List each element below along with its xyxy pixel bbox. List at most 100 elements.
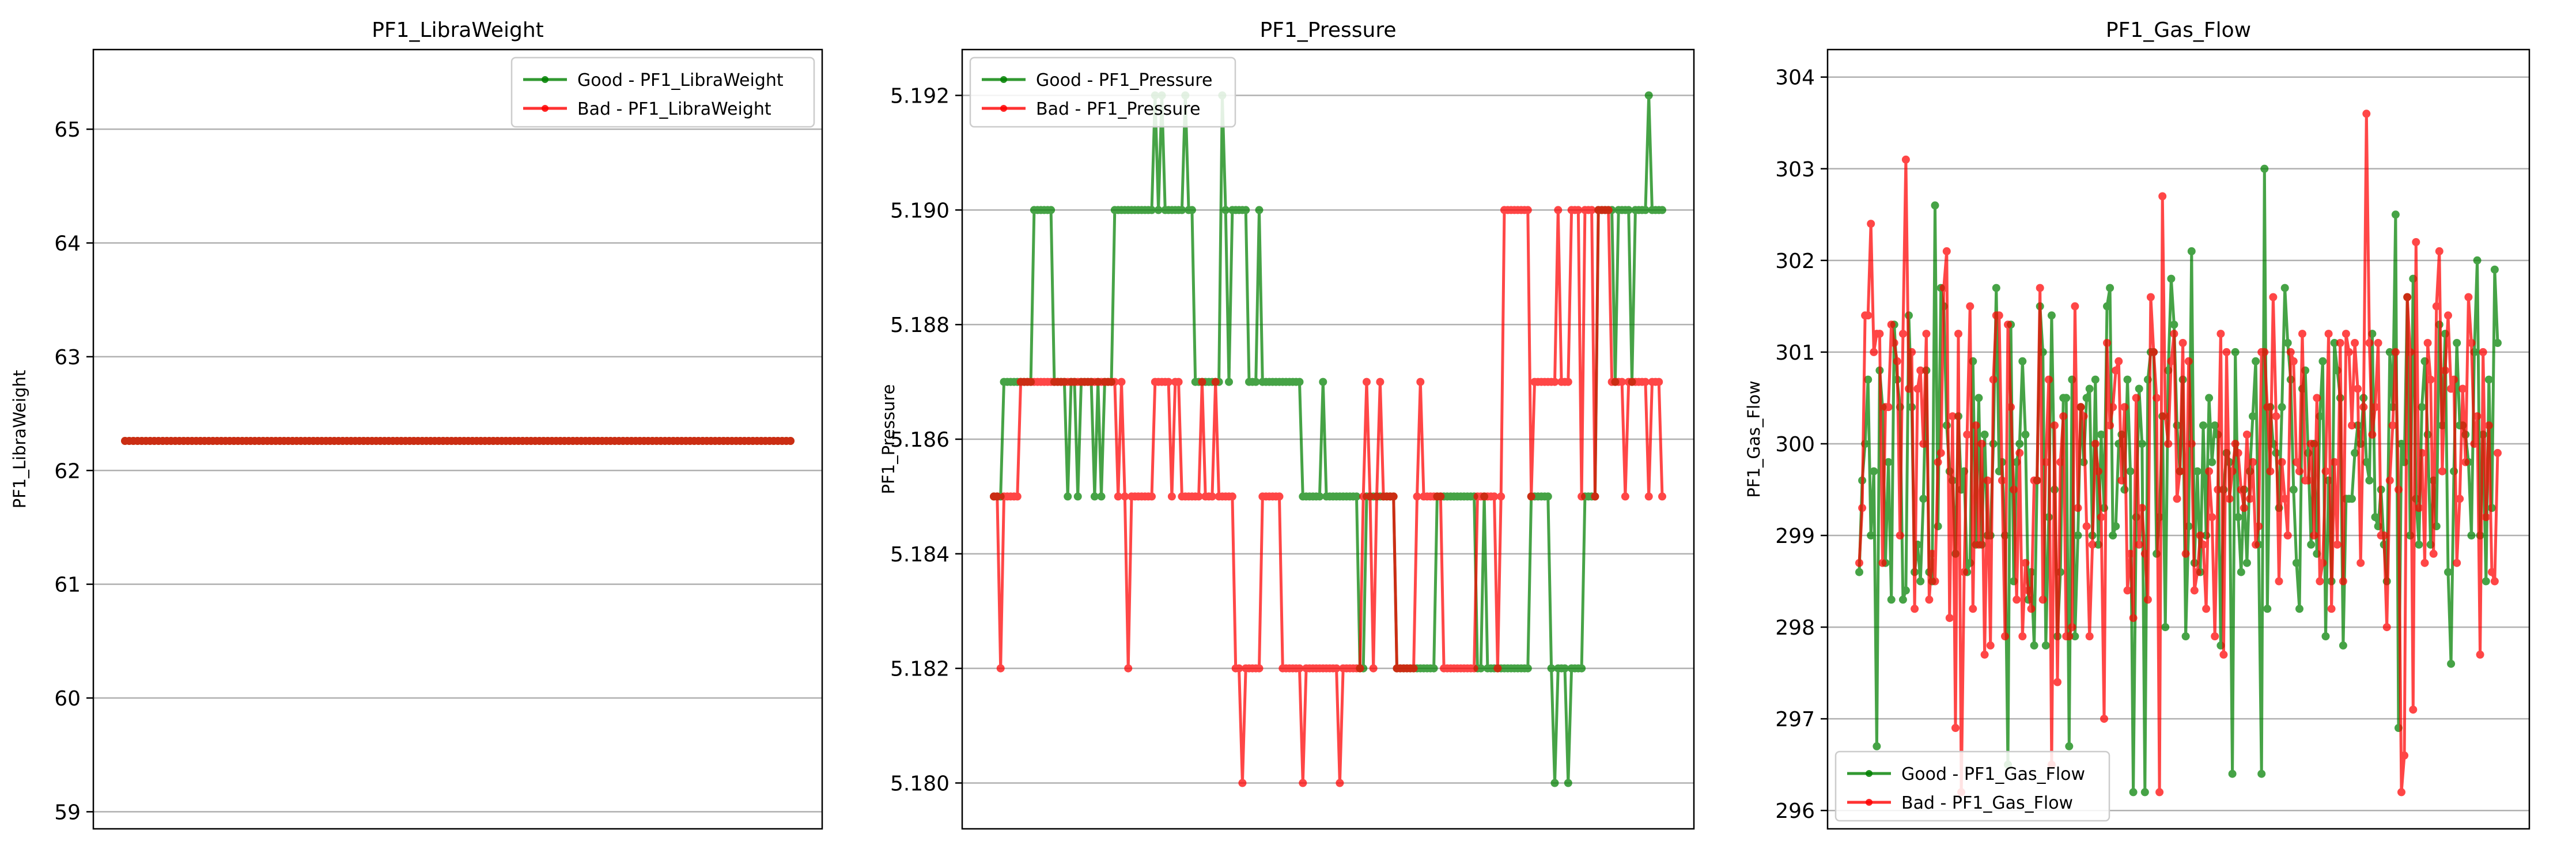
- data-point: [1989, 375, 1998, 384]
- legend-marker: [1866, 770, 1873, 777]
- data-point: [2412, 238, 2420, 246]
- y-tick-label: 302: [1775, 250, 1815, 273]
- data-point: [2135, 540, 2143, 549]
- data-point: [1110, 378, 1119, 386]
- data-point: [1618, 378, 1626, 386]
- y-tick-label: 60: [54, 687, 81, 711]
- data-point: [1221, 206, 1230, 214]
- data-point: [2368, 431, 2377, 439]
- legend-marker: [542, 105, 549, 112]
- series-bad: [1855, 110, 2502, 797]
- data-point: [2033, 476, 2041, 485]
- data-point: [1867, 531, 1875, 539]
- legend-box: [510, 56, 815, 128]
- data-point: [2327, 605, 2336, 613]
- data-point: [1299, 779, 1307, 787]
- data-point: [2138, 504, 2146, 512]
- data-point: [2461, 458, 2470, 466]
- data-point: [2193, 568, 2201, 576]
- data-point: [1564, 378, 1572, 386]
- legend-label: Good - PF1_Gas_Flow: [1901, 764, 2085, 784]
- chart-libra-weight: PF1_LibraWeight PF1_LibraWeight 59 60 61 62…: [10, 18, 823, 830]
- legend-label: Bad - PF1_LibraWeight: [577, 99, 771, 119]
- data-point: [1974, 540, 1983, 549]
- data-point: [2450, 375, 2458, 384]
- legend-label: Good - PF1_LibraWeight: [577, 70, 784, 90]
- data-point: [1064, 492, 1072, 501]
- data-point: [2193, 467, 2201, 476]
- data-point: [1550, 378, 1559, 386]
- data-point: [1604, 206, 1613, 214]
- data-point: [2371, 403, 2380, 412]
- data-point: [2438, 467, 2446, 476]
- data-point: [1523, 206, 1532, 214]
- data-point: [2391, 348, 2400, 356]
- data-point: [1934, 458, 1942, 466]
- data-point: [1983, 476, 1992, 485]
- data-point: [2333, 540, 2342, 549]
- chart-gas-flow: PF1_Gas_Flow PF1_Gas_Flow 296 297 298 299 30…: [1744, 18, 2530, 830]
- data-point: [1922, 330, 1931, 338]
- data-point: [2056, 458, 2065, 466]
- data-point: [2423, 339, 2432, 347]
- data-point: [2240, 504, 2248, 512]
- data-point: [1332, 664, 1341, 673]
- data-point: [1255, 206, 1264, 214]
- data-point: [2456, 495, 2464, 503]
- data-point: [2362, 110, 2371, 118]
- data-point: [2339, 577, 2347, 586]
- data-point: [2249, 458, 2257, 466]
- data-point: [2015, 448, 2024, 457]
- data-point: [2263, 605, 2272, 613]
- data-point: [996, 664, 1005, 673]
- data-point: [1497, 492, 1505, 501]
- data-point: [2295, 605, 2303, 613]
- data-point: [1884, 403, 1893, 412]
- data-point: [2158, 192, 2167, 201]
- data-point: [2447, 659, 2456, 668]
- data-point: [2283, 531, 2292, 539]
- data-point: [2310, 531, 2318, 539]
- data-point: [2053, 678, 2061, 686]
- data-point: [1164, 378, 1173, 386]
- data-point: [2123, 375, 2132, 384]
- data-point: [993, 492, 1001, 501]
- data-point: [2257, 769, 2266, 778]
- data-point: [2027, 605, 2036, 613]
- chart-title: PF1_LibraWeight: [372, 18, 544, 42]
- data-point: [2062, 394, 2071, 402]
- data-point: [2374, 339, 2382, 347]
- data-point: [2292, 559, 2301, 567]
- data-point: [1251, 378, 1260, 386]
- chart-pressure: PF1_Pressure PF1_Pressure 5.1805.1825.18…: [879, 18, 1695, 830]
- data-point: [1655, 378, 1663, 386]
- data-point: [2237, 485, 2245, 494]
- data-point: [1547, 664, 1556, 673]
- y-tick-label: 298: [1775, 616, 1815, 640]
- data-point: [2397, 788, 2405, 797]
- data-point: [1013, 492, 1022, 501]
- data-point: [2464, 293, 2473, 301]
- data-point: [2351, 339, 2359, 347]
- data-point: [2196, 531, 2204, 539]
- y-tick-label: 5.188: [890, 314, 950, 337]
- data-point: [2316, 577, 2324, 586]
- data-point: [1413, 492, 1421, 501]
- grid-lines: [93, 128, 822, 813]
- data-point: [2318, 357, 2327, 365]
- data-point: [1942, 247, 1951, 255]
- data-point: [2205, 467, 2214, 476]
- data-point: [2007, 403, 2015, 412]
- data-point: [2205, 394, 2214, 402]
- data-point: [2211, 632, 2219, 640]
- data-point: [1295, 378, 1304, 386]
- data-point: [2123, 586, 2132, 595]
- data-point: [2415, 504, 2423, 512]
- data-point: [2336, 339, 2344, 347]
- data-point: [2234, 513, 2242, 522]
- data-point: [1225, 378, 1233, 386]
- data-point: [1550, 779, 1559, 787]
- data-point: [2484, 375, 2493, 384]
- data-point: [1578, 492, 1586, 501]
- data-point: [2082, 394, 2091, 402]
